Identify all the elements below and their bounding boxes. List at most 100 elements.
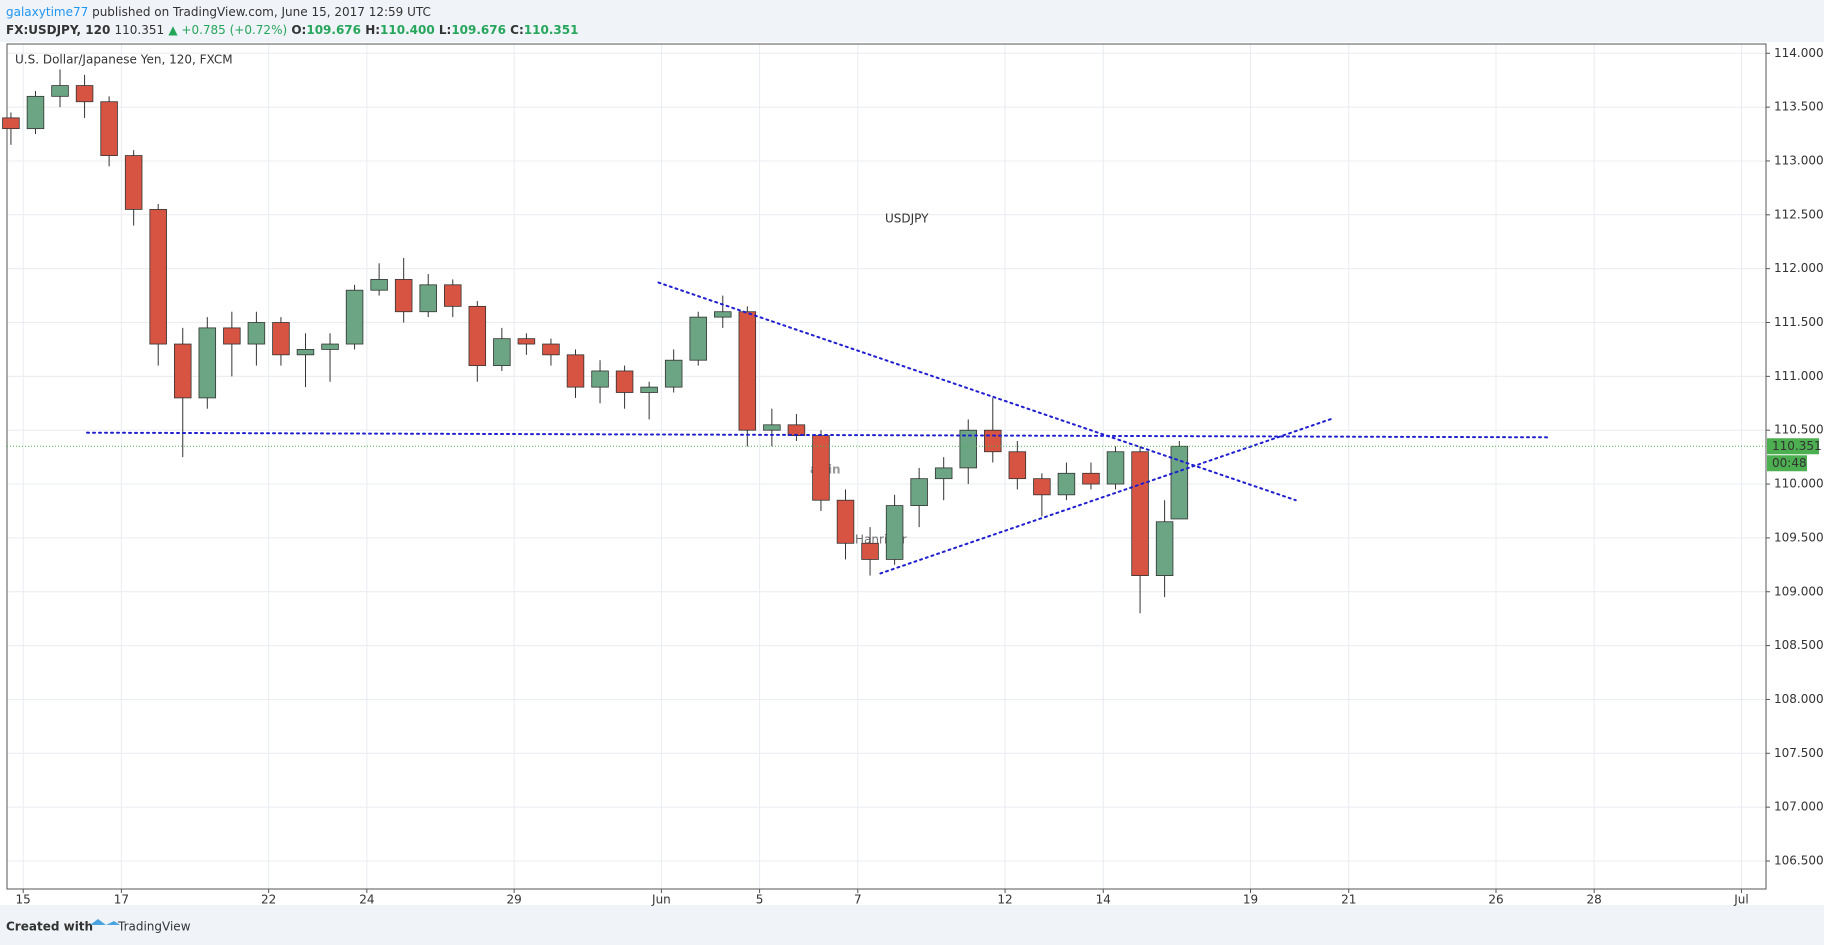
candle-body (370, 279, 388, 291)
footer-created: Created with (6, 920, 93, 934)
candle-body (100, 101, 118, 156)
h-label: H: (365, 23, 380, 37)
c-value: 110.351 (524, 23, 579, 37)
candle-body (2, 117, 20, 130)
candle-body (1082, 472, 1100, 485)
header-bar (0, 0, 1824, 42)
candle-body (664, 359, 683, 388)
candle-body (812, 435, 830, 501)
candle-body (75, 85, 94, 103)
x-tick-label: 14 (1096, 893, 1111, 907)
candle-body (444, 284, 462, 307)
candle-body (149, 209, 167, 345)
candle-body (345, 289, 364, 345)
y-tick-label: 109.000 (1774, 584, 1824, 598)
trendline (657, 281, 1297, 502)
price: 110.351 (115, 23, 165, 37)
candle-body (640, 386, 658, 393)
footer-brand[interactable]: TradingView (117, 920, 191, 934)
footer-bar (0, 905, 1824, 945)
y-tick-label: 113.500 (1774, 100, 1824, 114)
candle-body (174, 343, 192, 399)
candle-body (591, 370, 609, 388)
footer-logo (90, 919, 120, 925)
y-tick-label: 112.500 (1774, 207, 1824, 221)
candle-body (1131, 451, 1149, 576)
x-tick-label: 26 (1488, 893, 1503, 907)
y-tick-label: 110.000 (1774, 477, 1824, 491)
o-label: O: (291, 23, 306, 37)
candle-body (321, 343, 339, 350)
countdown-box (1767, 455, 1807, 472)
candle-body (738, 311, 757, 431)
y-tick-label: 111.000 (1774, 369, 1824, 383)
y-tick-label: 107.000 (1774, 800, 1824, 814)
user[interactable]: galaxytime77 (6, 5, 88, 19)
candle-body (615, 370, 634, 393)
x-tick-label: 21 (1341, 893, 1356, 907)
x-tick-label: 29 (506, 893, 521, 907)
candle-body (689, 316, 707, 361)
candle-body (493, 338, 511, 366)
x-tick-label: 12 (997, 893, 1012, 907)
y-tick-label: 108.500 (1774, 638, 1824, 652)
candle-body (198, 327, 217, 399)
y-tick-label: 108.000 (1774, 692, 1824, 706)
candle-body (1155, 521, 1174, 576)
published: published on TradingView.com, June 15, 2… (92, 5, 431, 19)
y-tick-label: 106.500 (1774, 853, 1824, 867)
candle-body (223, 327, 241, 345)
candle-body (566, 354, 585, 388)
y-tick-label: 109.500 (1774, 530, 1824, 544)
x-tick-label: 24 (359, 893, 374, 907)
candle-body (1057, 472, 1076, 496)
l-label: L: (439, 23, 451, 37)
y-tick-label: 113.000 (1774, 153, 1824, 167)
o-value: 109.676 (306, 23, 361, 37)
y-tick-label: 107.500 (1774, 746, 1824, 760)
candle-body (542, 343, 560, 356)
candle-body (910, 478, 928, 506)
header-line: galaxytime77 published on TradingView.co… (6, 5, 431, 19)
candle-body (763, 424, 781, 431)
header-quote: FX:USDJPY, 120 110.351 ▲ +0.785 (+0.72%)… (6, 23, 578, 37)
x-tick-label: 17 (114, 893, 129, 907)
candle-body (984, 429, 1002, 453)
x-tick-label: 5 (756, 893, 764, 907)
candle-body (1008, 451, 1027, 480)
countdown: 00:48 (1772, 456, 1807, 470)
x-tick-label: 19 (1243, 893, 1258, 907)
plot-area (7, 44, 1766, 889)
y-tick-label: 110.500 (1774, 423, 1824, 437)
y-tick-label: 114.000 (1774, 46, 1824, 60)
candle-body (836, 499, 855, 544)
h-value: 110.400 (380, 23, 435, 37)
last-price-label: 110.351 (1772, 439, 1822, 453)
candle-body (959, 429, 977, 469)
c-label: C: (510, 23, 524, 37)
chart-title: U.S. Dollar/Japanese Yen, 120, FXCM (15, 53, 233, 67)
candle-body (296, 349, 315, 356)
x-tick-label: 7 (854, 893, 862, 907)
annotation: USDJPY (885, 212, 929, 226)
x-tick-label: Jul (1733, 893, 1748, 907)
candle-body (885, 505, 904, 560)
candle-body (394, 279, 413, 313)
plot (7, 44, 1766, 889)
x-tick-label: 28 (1587, 893, 1602, 907)
candle-body (247, 322, 266, 345)
x-tick-label: 22 (261, 893, 276, 907)
candle-body (934, 467, 953, 480)
x-tick-label: Jun (651, 893, 671, 907)
candle-body (419, 284, 437, 313)
candle-body (1106, 451, 1125, 485)
trendline (879, 417, 1335, 575)
candle-body (517, 338, 536, 345)
candle-body (124, 155, 143, 210)
candle-body (1033, 478, 1051, 496)
candle-body (1170, 445, 1189, 520)
candle-body (468, 305, 487, 366)
symbol: FX:USDJPY, 120 (6, 23, 110, 37)
